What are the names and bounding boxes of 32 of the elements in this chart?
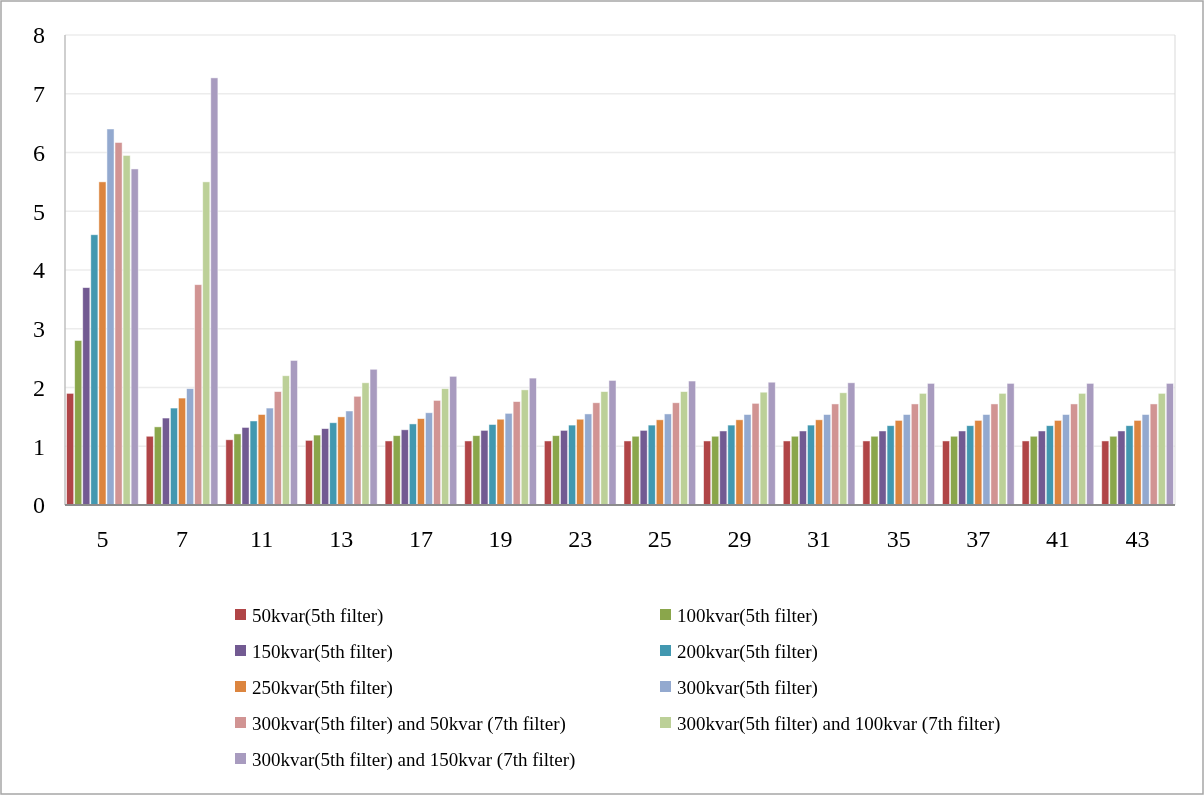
x-tick-label: 41 (1045, 526, 1070, 552)
y-tick-label: 5 (33, 198, 45, 225)
x-tick-label: 13 (329, 526, 354, 552)
legend-label: 250kvar(5th filter) (252, 676, 393, 699)
x-tick-label: 25 (647, 526, 672, 552)
x-tick-label: 31 (807, 526, 832, 552)
x-tick-label: 19 (488, 526, 513, 552)
legend-label: 300kvar(5th filter) and 50kvar (7th filter) (252, 712, 566, 735)
x-tick-label: 43 (1125, 526, 1150, 552)
x-tick-label: 37 (966, 526, 991, 552)
y-tick-label: 0 (33, 492, 45, 519)
legend-label: 100kvar(5th filter) (677, 604, 818, 627)
y-tick-label: 2 (33, 374, 45, 401)
y-tick-label: 1 (33, 433, 45, 460)
legend-label: 300kvar(5th filter) and 100kvar (7th filter) (677, 712, 1001, 735)
x-tick-label: 11 (250, 526, 274, 552)
x-tick-label: 35 (886, 526, 911, 552)
y-tick-label: 3 (33, 316, 45, 343)
x-tick-label: 29 (727, 526, 752, 552)
y-tick-label: 6 (33, 139, 45, 166)
legend-label: 300kvar(5th filter) (677, 676, 818, 699)
y-tick-label: 4 (33, 257, 45, 284)
legend-label: 300kvar(5th filter) and 150kvar (7th filter) (252, 748, 576, 771)
legend-label: 150kvar(5th filter) (252, 640, 393, 663)
x-tick-label: 5 (96, 526, 109, 552)
y-tick-label: 7 (33, 81, 45, 108)
x-tick-label: 17 (408, 526, 433, 552)
legend-label: 200kvar(5th filter) (677, 640, 818, 663)
x-tick-label: 7 (176, 526, 189, 552)
y-tick-label: 8 (33, 22, 45, 49)
x-tick-label: 23 (568, 526, 593, 552)
legend-label: 50kvar(5th filter) (252, 604, 384, 627)
